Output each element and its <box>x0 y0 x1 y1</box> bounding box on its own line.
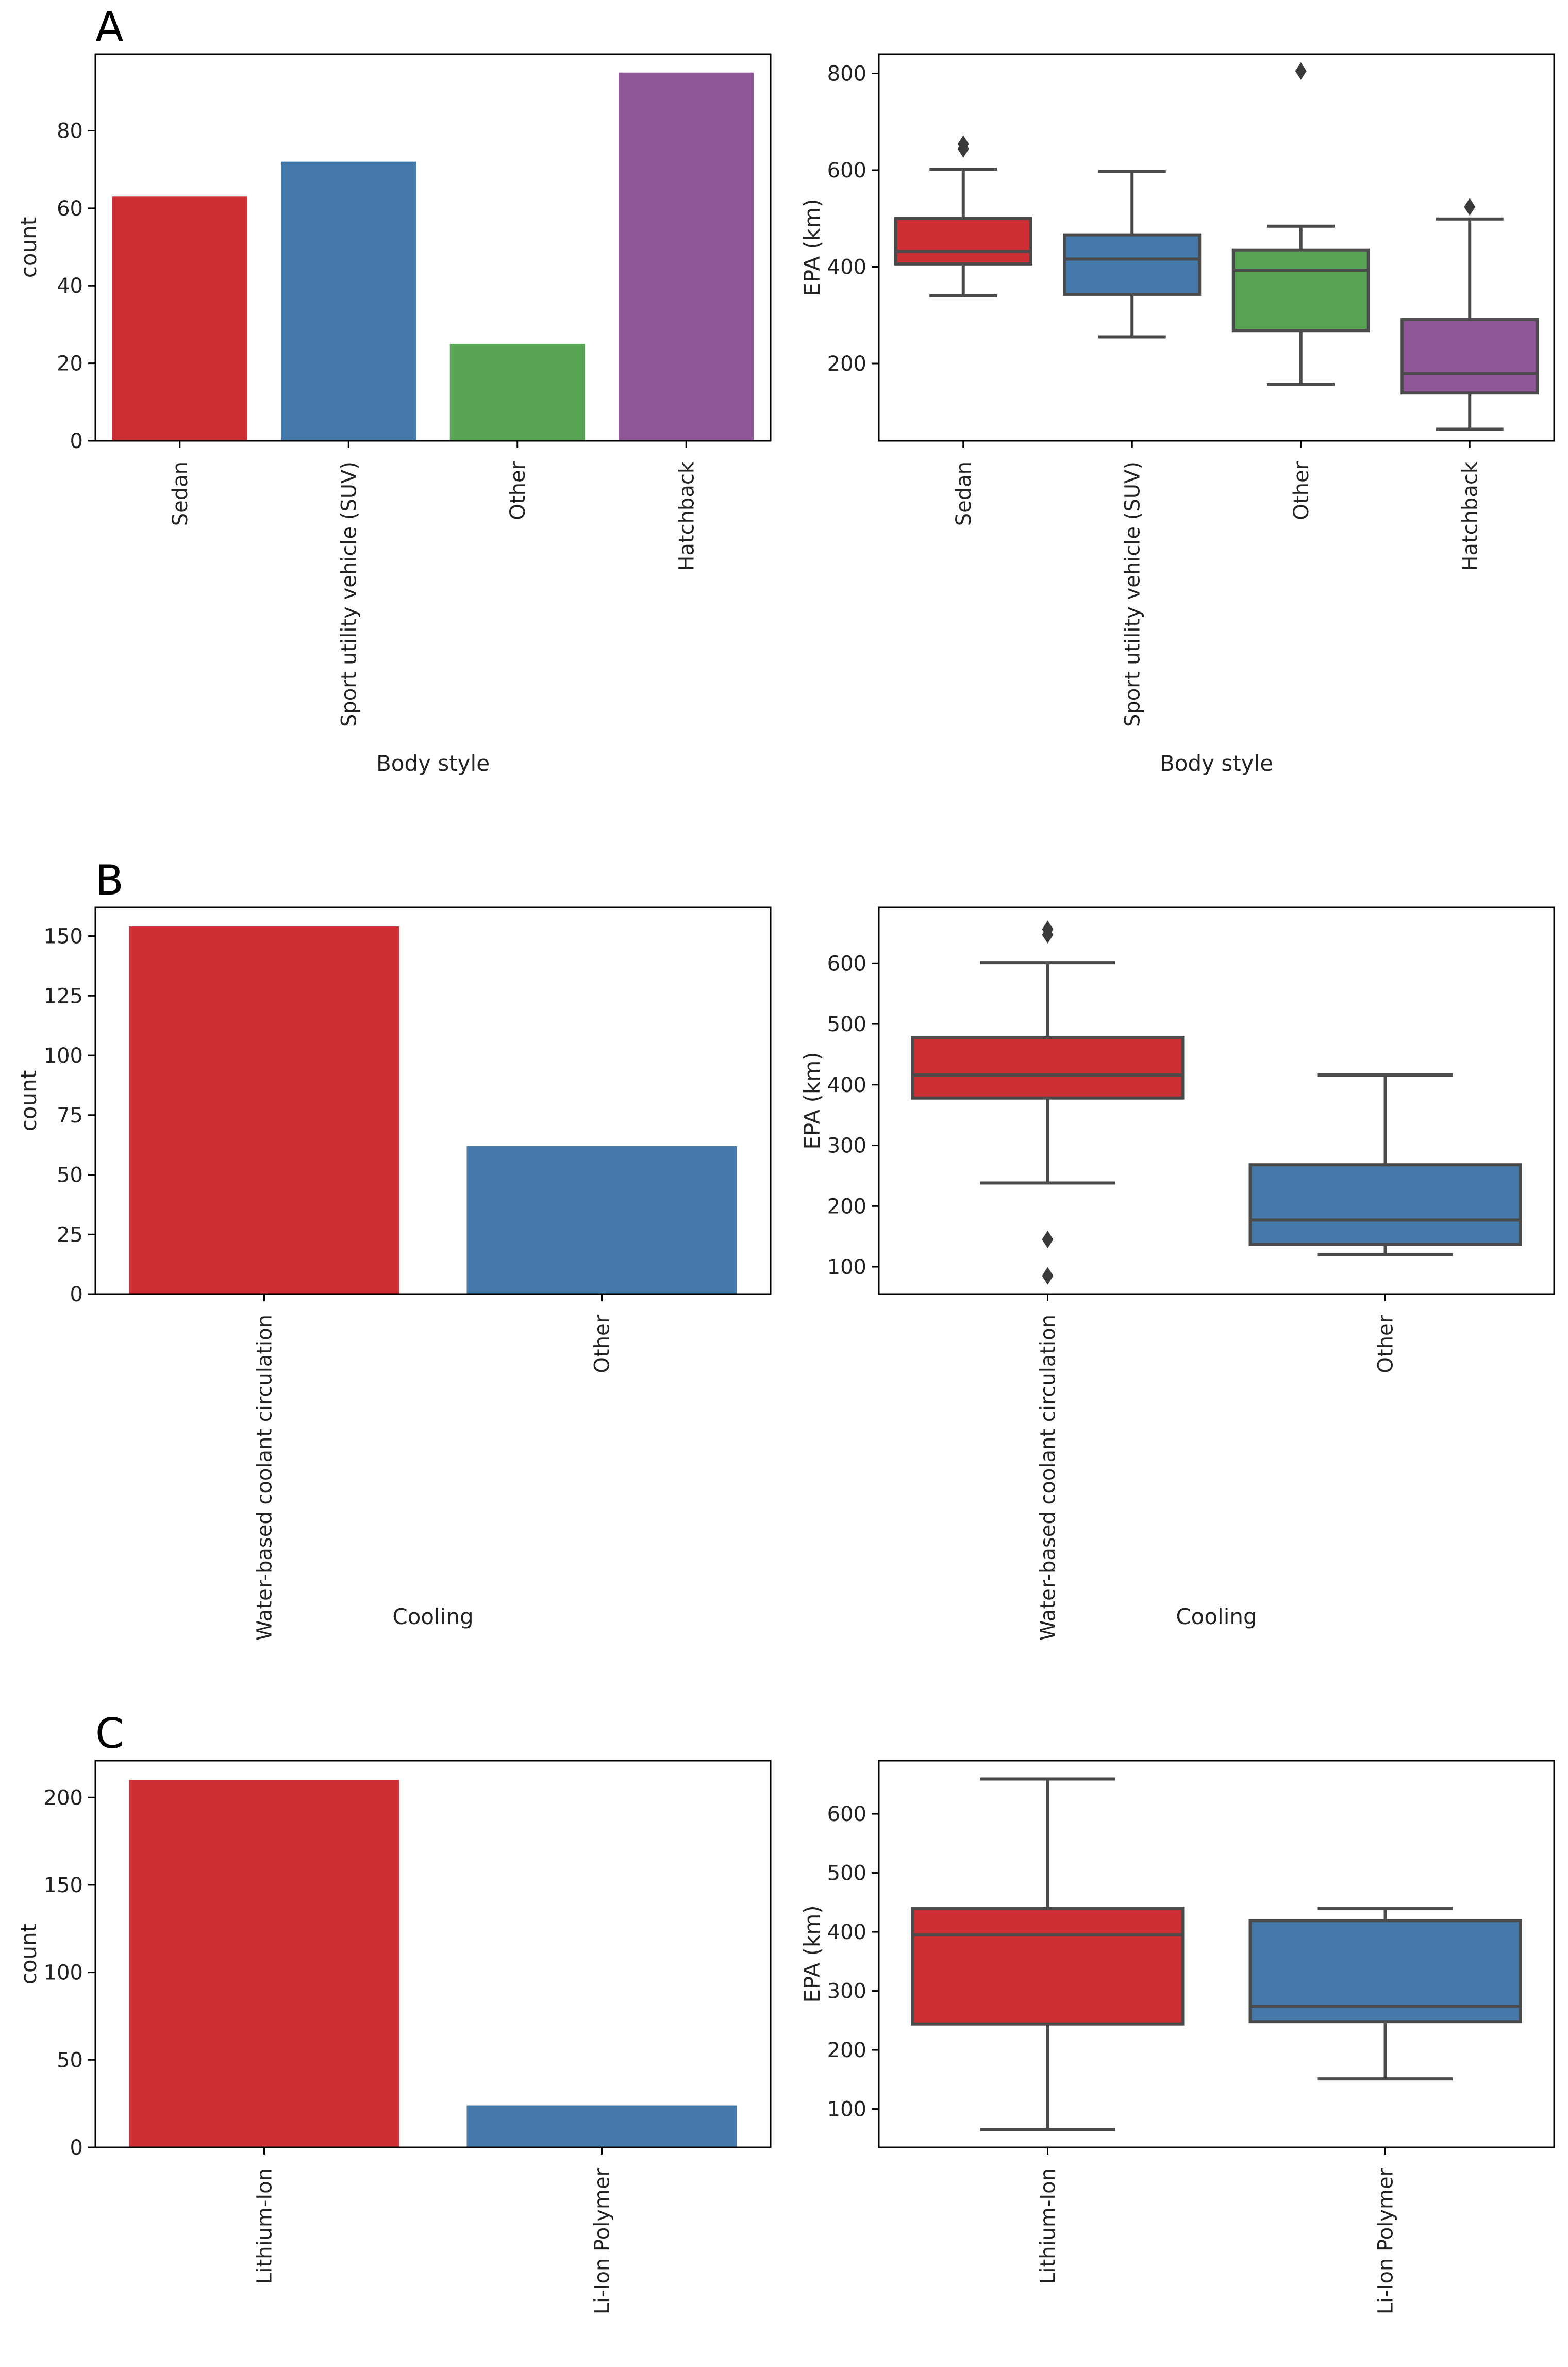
y-tick-label: 40 <box>57 274 83 298</box>
bar <box>281 161 416 441</box>
x-tick-label: Lithium-Ion <box>1037 2168 1060 2285</box>
y-tick-label: 200 <box>44 1786 83 1810</box>
chart-B-left: B 0 25 50 75 100 125 150 Water-based coolant cir… <box>16 856 772 1641</box>
y-tick-label: 20 <box>57 352 83 376</box>
x-tick-label: Hatchback <box>675 461 698 571</box>
x-tick-label: Other <box>591 1314 614 1373</box>
bar <box>466 1146 737 1294</box>
box <box>894 217 1032 266</box>
y-tick-label: 800 <box>827 62 866 86</box>
y-axis-label: count <box>16 1070 41 1132</box>
x-tick-label: Li-Ion Polymer <box>591 2167 614 2314</box>
y-tick-label: 75 <box>57 1104 83 1128</box>
box <box>1231 248 1370 333</box>
x-tick-label: Other <box>1374 1314 1398 1373</box>
x-tick-label: Sport utility vehicle (SUV) <box>1121 461 1144 727</box>
x-tick-label: Sedan <box>169 461 192 526</box>
chart-A-left: A 0 20 40 60 80 Sedan Sport utility vehicle (SU… <box>16 3 772 776</box>
x-tick-label: Lithium-Ion <box>253 2168 277 2285</box>
y-axis-label: count <box>16 217 41 278</box>
y-tick-label: 200 <box>827 2039 866 2062</box>
box <box>911 1907 1185 2026</box>
y-tick-label: 600 <box>827 952 866 975</box>
bar <box>112 196 247 441</box>
box <box>1400 318 1539 395</box>
outlier-point <box>1042 920 1054 938</box>
axes-frame <box>94 1760 772 2148</box>
x-axis-label: Cooling <box>392 1604 473 1629</box>
bar <box>449 344 585 441</box>
outlier-point <box>1464 198 1476 216</box>
y-tick-label: 0 <box>70 2136 83 2160</box>
chart-A-right: 200 400 600 800 Sedan Sport utility vehicle (… <box>799 53 1555 776</box>
y-tick-label: 100 <box>827 2098 866 2122</box>
x-tick-label: Hatchback <box>1458 461 1482 571</box>
outlier-point <box>1295 62 1307 80</box>
y-tick-label: 60 <box>57 197 83 221</box>
y-tick-label: 500 <box>827 1013 866 1036</box>
x-tick-label: Sedan <box>952 461 976 526</box>
axes-frame <box>878 1760 1555 2148</box>
y-tick-label: 600 <box>827 159 866 183</box>
y-tick-label: 400 <box>827 256 866 279</box>
chart-B-right: 100 200 300 400 500 600 Water-based coolant ci… <box>799 906 1555 1641</box>
y-axis-label: EPA (km) <box>799 1905 825 2002</box>
x-tick-label: Sport utility vehicle (SUV) <box>337 461 361 727</box>
y-tick-label: 150 <box>44 925 83 949</box>
panel-letter: A <box>95 3 124 51</box>
x-axis-label: Cooling <box>1176 1604 1257 1629</box>
y-tick-label: 500 <box>827 1862 866 1885</box>
y-axis-label: EPA (km) <box>799 198 825 296</box>
x-tick-label: Water-based coolant circulation <box>1037 1315 1060 1641</box>
y-tick-label: 400 <box>827 1921 866 1944</box>
y-tick-label: 400 <box>827 1073 866 1097</box>
bar <box>619 72 754 441</box>
box <box>911 1035 1185 1100</box>
axes-frame <box>878 906 1555 1295</box>
bar <box>466 2105 737 2147</box>
y-tick-label: 0 <box>70 429 83 453</box>
panel-letter: C <box>95 1710 124 1758</box>
y-tick-label: 200 <box>827 352 866 376</box>
x-tick-label: Li-Ion Polymer <box>1374 2167 1398 2314</box>
x-axis-label: Body style <box>376 751 490 776</box>
y-tick-label: 300 <box>827 1134 866 1158</box>
outlier-point <box>1042 1231 1054 1249</box>
panel-letter: B <box>95 856 124 904</box>
x-tick-label: Water-based coolant circulation <box>253 1315 277 1641</box>
y-tick-label: 300 <box>827 1980 866 2004</box>
axes-frame <box>94 53 772 442</box>
y-tick-label: 150 <box>44 1874 83 1897</box>
chart-C-left: C 0 50 100 150 200 Lithium-Ion Li-Ion Polymer co… <box>16 1710 772 2314</box>
y-tick-label: 100 <box>827 1255 866 1279</box>
box <box>1248 1163 1522 1246</box>
y-tick-label: 125 <box>44 984 83 1008</box>
y-tick-label: 600 <box>827 1802 866 1826</box>
x-axis-label: Body style <box>1160 751 1273 776</box>
y-tick-label: 50 <box>57 2048 83 2072</box>
y-tick-label: 200 <box>827 1195 866 1218</box>
axes-frame <box>878 53 1555 442</box>
y-tick-label: 25 <box>57 1223 83 1247</box>
bar <box>129 1780 399 2147</box>
y-tick-label: 100 <box>44 1044 83 1068</box>
outlier-point <box>1042 1267 1054 1285</box>
y-tick-label: 100 <box>44 1961 83 1985</box>
y-tick-label: 50 <box>57 1164 83 1187</box>
outlier-point <box>957 135 969 153</box>
x-tick-label: Other <box>506 461 530 520</box>
x-tick-label: Other <box>1290 461 1313 520</box>
y-axis-label: EPA (km) <box>799 1052 825 1149</box>
box <box>1063 233 1202 296</box>
y-tick-label: 0 <box>70 1283 83 1306</box>
chart-C-right: 100 200 300 400 500 600 Lithium-Ion Li-Ion Poly… <box>799 1760 1555 2314</box>
axes-frame <box>94 906 772 1295</box>
y-axis-label: count <box>16 1924 41 1985</box>
y-tick-label: 80 <box>57 119 83 143</box>
bar <box>129 926 399 1294</box>
